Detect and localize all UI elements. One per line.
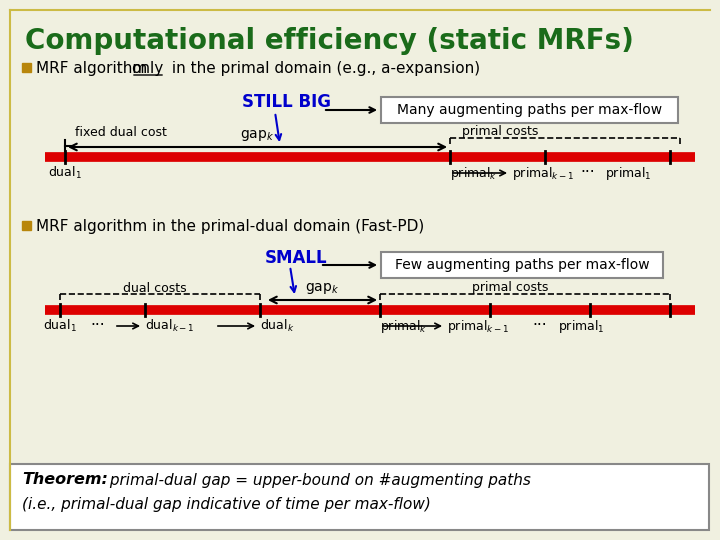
Text: MRF algorithm in the primal-dual domain (Fast-PD): MRF algorithm in the primal-dual domain … (36, 219, 424, 233)
Text: dual costs: dual costs (123, 281, 186, 294)
Text: gap$_k$: gap$_k$ (240, 128, 274, 143)
Text: STILL BIG: STILL BIG (242, 93, 331, 111)
Text: primal$_k$: primal$_k$ (380, 318, 428, 335)
Text: (i.e., primal-dual gap indicative of time per max-flow): (i.e., primal-dual gap indicative of tim… (22, 497, 431, 512)
Text: in the primal domain (e.g., a-expansion): in the primal domain (e.g., a-expansion) (167, 60, 480, 76)
Text: primal costs: primal costs (462, 125, 538, 138)
Text: ···: ··· (533, 318, 547, 333)
Text: primal$_{k-1}$: primal$_{k-1}$ (512, 165, 575, 182)
FancyBboxPatch shape (10, 464, 709, 530)
Text: dual$_k$: dual$_k$ (260, 318, 294, 334)
Text: fixed dual cost: fixed dual cost (75, 125, 167, 138)
Text: Theorem:: Theorem: (22, 472, 108, 488)
Text: Computational efficiency (static MRFs): Computational efficiency (static MRFs) (25, 27, 634, 55)
Text: primal$_1$: primal$_1$ (558, 318, 605, 335)
Text: dual$_{k-1}$: dual$_{k-1}$ (145, 318, 194, 334)
FancyBboxPatch shape (381, 252, 663, 278)
Text: dual$_1$: dual$_1$ (43, 318, 77, 334)
Text: only: only (131, 60, 163, 76)
Text: MRF algorithm: MRF algorithm (36, 60, 152, 76)
FancyBboxPatch shape (381, 97, 678, 123)
Text: primal-dual gap = upper-bound on #augmenting paths: primal-dual gap = upper-bound on #augmen… (105, 472, 531, 488)
Text: ···: ··· (581, 165, 595, 180)
Text: ···: ··· (91, 318, 105, 333)
Text: Few augmenting paths per max-flow: Few augmenting paths per max-flow (395, 258, 649, 272)
Text: primal$_k$: primal$_k$ (450, 165, 498, 182)
Bar (22, 63, 31, 72)
Text: primal$_{k-1}$: primal$_{k-1}$ (447, 318, 510, 335)
Text: Many augmenting paths per max-flow: Many augmenting paths per max-flow (397, 103, 662, 117)
Text: primal costs: primal costs (472, 281, 548, 294)
Text: primal$_1$: primal$_1$ (605, 165, 652, 182)
Text: dual$_1$: dual$_1$ (48, 165, 82, 181)
Text: gap$_k$: gap$_k$ (305, 281, 340, 296)
Text: SMALL: SMALL (265, 249, 328, 267)
Bar (22, 221, 31, 230)
